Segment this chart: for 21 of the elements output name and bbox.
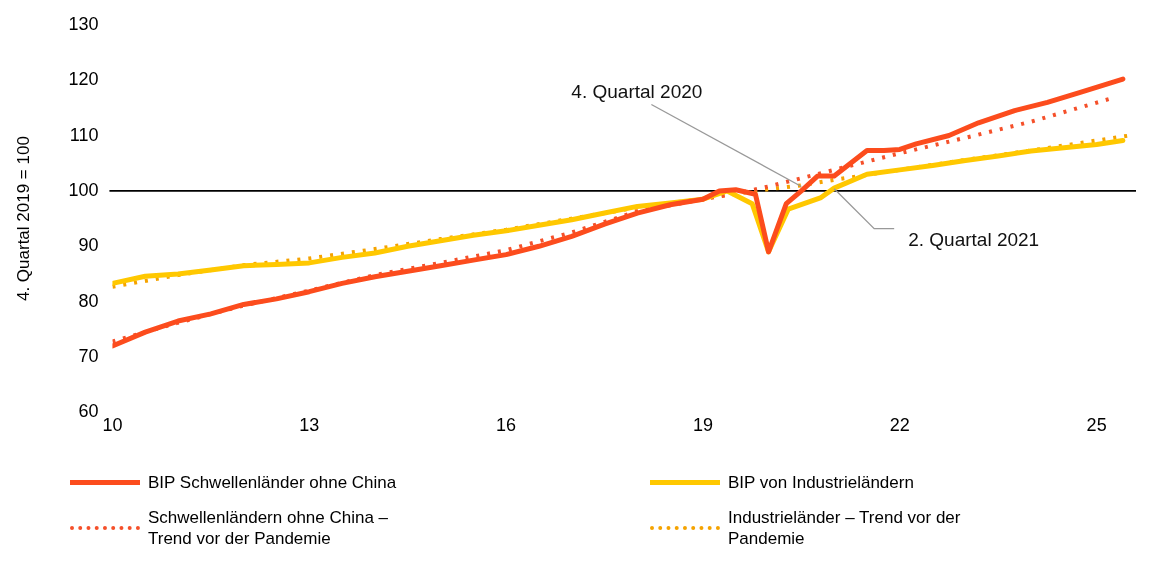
x-tick-label: 16	[496, 415, 517, 436]
y-tick-label: 70	[78, 346, 99, 366]
x-tick-label: 22	[889, 415, 910, 436]
x-tick-label: 25	[1086, 415, 1107, 436]
legend-label: Industrieländer – Trend vor der Pandemie	[728, 507, 962, 549]
x-tick-label: 13	[299, 415, 320, 436]
y-tick-label: 100	[68, 179, 99, 200]
x-tick-label: 19	[692, 415, 713, 436]
legend-label: BIP von Industrieländern	[728, 472, 914, 493]
x-tick-label: 10	[102, 415, 123, 436]
legend-label: BIP Schwellenländer ohne China	[148, 472, 397, 493]
y-tick-label: 60	[78, 401, 99, 422]
legend-label: Schwellenländern ohne China – Trend vor der Pandemie	[148, 507, 390, 549]
y-tick-label: 80	[78, 290, 99, 311]
y-tick-label: 90	[78, 235, 99, 256]
annotation: 2. Quartal 2021	[908, 228, 1040, 250]
annotation: 4. Quartal 2020	[571, 80, 703, 102]
y-axis-title: 4. Quartal 2019 = 100	[13, 136, 33, 302]
y-tick-label: 110	[69, 124, 99, 145]
y-tick-label: 120	[68, 69, 99, 90]
y-tick-label: 130	[68, 13, 99, 34]
